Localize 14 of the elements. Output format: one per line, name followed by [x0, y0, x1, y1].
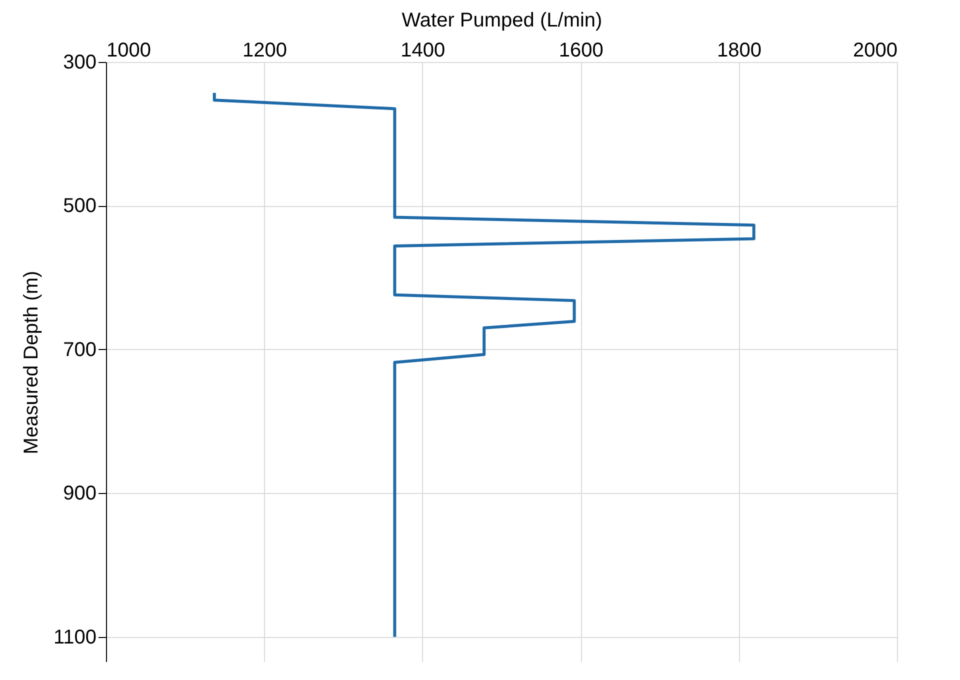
y-tick-label: 500	[63, 195, 96, 218]
y-tick-label: 900	[63, 482, 96, 505]
x-tick-label: 1800	[717, 40, 762, 62]
x-tick-label: 2000	[853, 40, 898, 62]
x-tick-label: 1200	[242, 40, 287, 62]
line-series	[212, 91, 756, 638]
x-tick-label: 1000	[106, 40, 151, 62]
x-tick-label: 1400	[400, 40, 446, 62]
x-axis-title: Water Pumped (L/min)	[402, 10, 602, 32]
x-tick-label: 1600	[558, 40, 604, 62]
y-tick-label: 300	[63, 52, 96, 74]
y-tick-label: 700	[63, 338, 96, 361]
y-tick-label: 1100	[53, 626, 96, 648]
y-axis-title: Measured Depth (m)	[20, 270, 42, 454]
